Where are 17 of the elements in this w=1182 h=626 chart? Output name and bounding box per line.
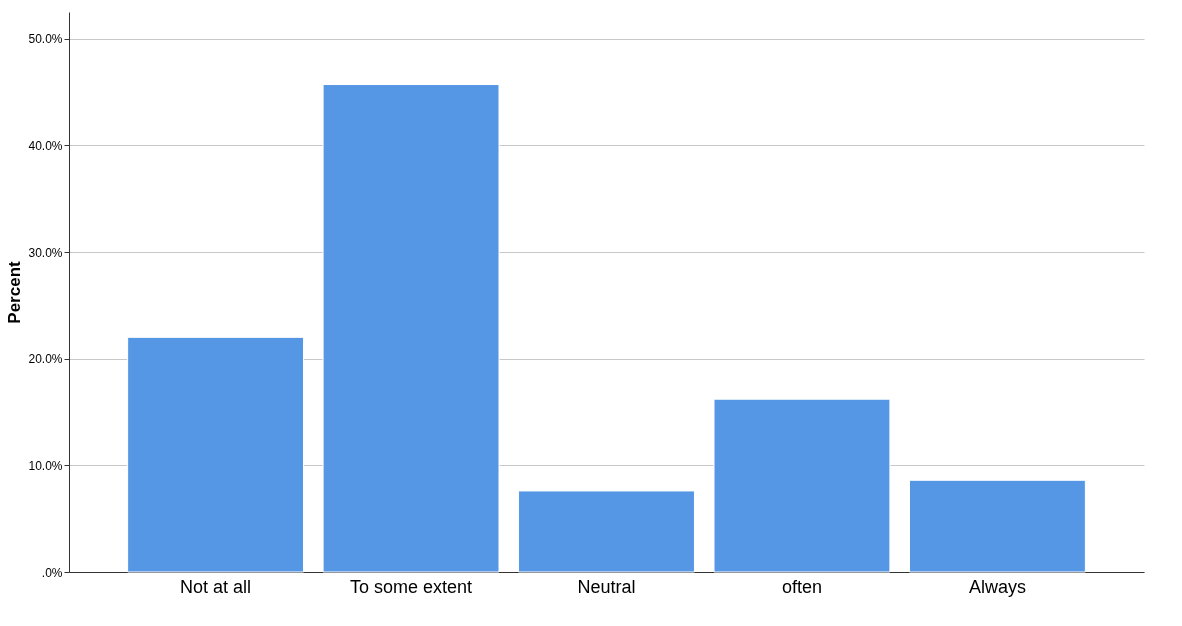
y-axis-title: Percent	[5, 260, 25, 324]
y-tick-label: 20.0%	[28, 352, 63, 367]
x-tick-label: Neutral	[577, 576, 636, 597]
y-tick-label: 40.0%	[28, 138, 63, 153]
x-tick-label: Not at all	[180, 576, 252, 597]
y-tick-label: 50.0%	[28, 32, 63, 47]
x-tick-label: often	[781, 576, 822, 597]
bar	[908, 479, 1086, 573]
bar	[518, 490, 695, 573]
bar	[127, 336, 305, 573]
y-tick-label: 30.0%	[28, 245, 63, 260]
y-tick-label: .0%	[41, 565, 63, 580]
bar	[322, 84, 500, 573]
x-tick-label: Always	[968, 576, 1026, 597]
y-tick-label: 10.0%	[28, 458, 63, 473]
bar	[713, 398, 891, 573]
x-tick-label: To some extent	[350, 576, 473, 597]
